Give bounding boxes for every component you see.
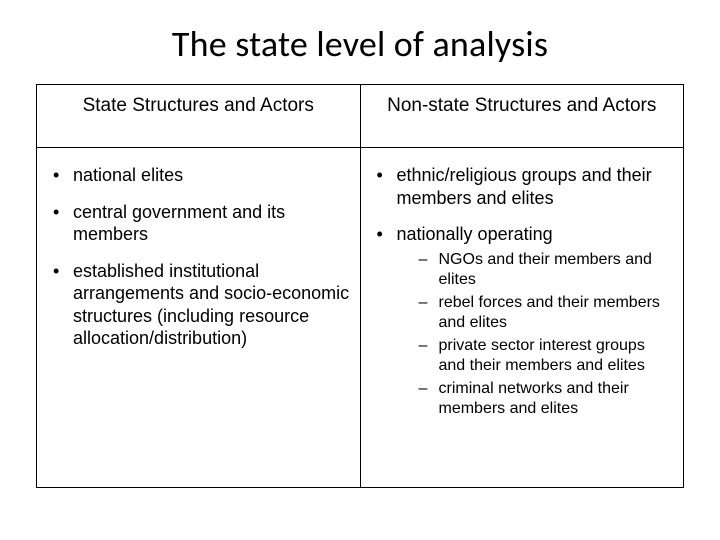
list-item: rebel forces and their members and elite… [415, 293, 674, 333]
left-list: national elites central government and i… [47, 164, 350, 350]
slide: The state level of analysis State Struct… [0, 0, 720, 540]
list-item: central government and its members [47, 201, 350, 246]
list-item-text: nationally operating [397, 224, 553, 244]
list-item: ethnic/religious groups and their member… [371, 164, 674, 209]
list-item: national elites [47, 164, 350, 187]
list-item: nationally operating NGOs and their memb… [371, 223, 674, 419]
comparison-table: State Structures and Actors Non-state St… [36, 84, 684, 488]
right-sublist: NGOs and their members and elites rebel … [397, 250, 674, 419]
slide-title: The state level of analysis [36, 22, 684, 66]
table-header-left: State Structures and Actors [37, 85, 361, 148]
list-item: NGOs and their members and elites [415, 250, 674, 290]
table-header-right: Non-state Structures and Actors [360, 85, 684, 148]
table-cell-right: ethnic/religious groups and their member… [360, 148, 684, 488]
right-list: ethnic/religious groups and their member… [371, 164, 674, 419]
list-item: criminal networks and their members and … [415, 379, 674, 419]
list-item: established institutional arrangements a… [47, 260, 350, 350]
table-cell-left: national elites central government and i… [37, 148, 361, 488]
list-item: private sector interest groups and their… [415, 336, 674, 376]
